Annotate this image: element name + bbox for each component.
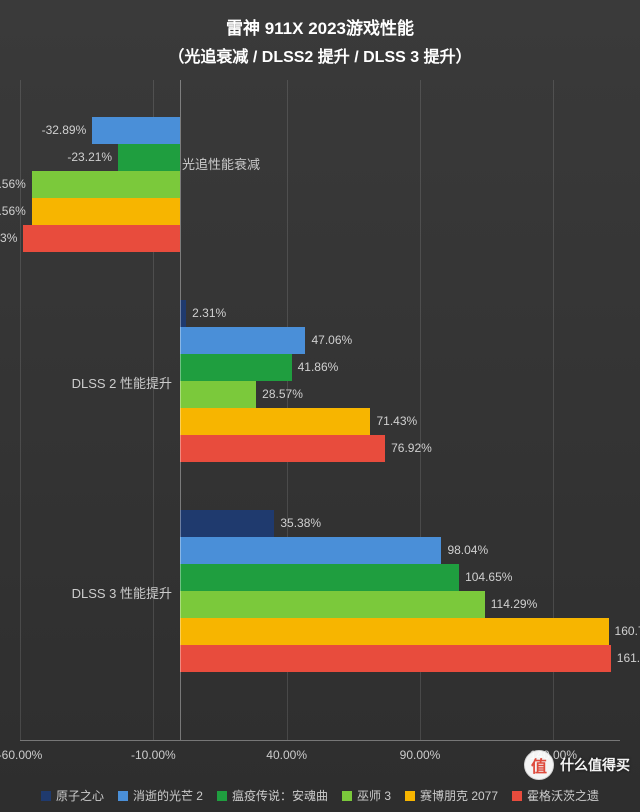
legend-item: 赛博朋克 2077 [405,787,498,804]
legend-swatch [512,791,522,801]
chart-title: 雷神 911X 2023游戏性能 （光追衰减 / DLSS2 提升 / DLSS… [0,0,640,67]
watermark-badge-icon: 值 [524,750,554,780]
legend-item: 霍格沃茨之遗 [512,787,599,804]
bar-value-label: -23.21% [67,150,112,164]
bar [180,591,485,618]
bar [32,198,180,225]
bar [180,435,385,462]
bar-value-label: -55.56% [0,204,26,218]
watermark: 值 什么值得买 [524,750,630,780]
legend: 原子之心 消逝的光芒 2 瘟疫传说：安魂曲 巫师 3 赛博朋克 2077 霍格沃茨之遗 [0,787,640,804]
bar-value-label: 160.71% [615,624,640,638]
bar-value-label: 41.86% [298,360,339,374]
bar-value-label: 76.92% [391,441,432,455]
bar [180,537,441,564]
bar-value-label: 47.06% [311,333,352,347]
bar-value-label: 35.38% [280,516,321,530]
legend-swatch [118,791,128,801]
legend-swatch [405,791,415,801]
legend-label: 巫师 3 [357,787,391,804]
legend-swatch [217,791,227,801]
bar [92,117,180,144]
bar [32,171,180,198]
group-label: DLSS 2 性能提升 [72,373,172,392]
bar-value-label: 28.57% [262,387,303,401]
bar-value-label: -55.56% [0,177,26,191]
x-tick-label: 40.00% [266,748,307,762]
bar-value-label: -32.89% [42,123,87,137]
bar [180,381,256,408]
legend-item: 瘟疫传说：安魂曲 [217,787,328,804]
title-line1: 雷神 911X 2023游戏性能 [0,14,640,39]
bar-value-label: 161.54% [617,651,640,665]
legend-item: 原子之心 [41,787,104,804]
legend-item: 消逝的光芒 2 [118,787,203,804]
legend-swatch [342,791,352,801]
bar-value-label: 71.43% [376,414,417,428]
bar-value-label: -58.73% [0,231,17,245]
group-label: DLSS 3 性能提升 [72,583,172,602]
legend-item: 巫师 3 [342,787,391,804]
bar [180,564,459,591]
chart-container: 雷神 911X 2023游戏性能 （光追衰减 / DLSS2 提升 / DLSS… [0,0,640,812]
watermark-text: 什么值得买 [560,755,630,775]
group-label: 光追性能衰减 [182,154,260,173]
bar [180,510,274,537]
bar-value-label: 2.31% [192,306,226,320]
bar [180,618,609,645]
legend-label: 瘟疫传说：安魂曲 [232,787,328,804]
x-tick-label: -60.00% [0,748,42,762]
legend-label: 霍格沃茨之遗 [527,787,599,804]
y-axis-line [180,80,181,740]
legend-label: 原子之心 [56,787,104,804]
plot-area: -32.89%-23.21%-55.56%-55.56%-58.73%光追性能衰… [20,80,620,740]
legend-label: 赛博朋克 2077 [420,787,498,804]
x-tick-label: 90.00% [400,748,441,762]
title-line2: （光追衰减 / DLSS2 提升 / DLSS 3 提升） [0,43,640,67]
bar-value-label: 104.65% [465,570,512,584]
bar [23,225,180,252]
bar [180,408,370,435]
x-axis-line [20,740,620,741]
bar-value-label: 98.04% [447,543,488,557]
x-tick-label: -10.00% [131,748,176,762]
legend-swatch [41,791,51,801]
bar [180,645,611,672]
bar [180,354,292,381]
bar [180,327,305,354]
legend-label: 消逝的光芒 2 [133,787,203,804]
bar-value-label: 114.29% [491,597,537,611]
bar [118,144,180,171]
